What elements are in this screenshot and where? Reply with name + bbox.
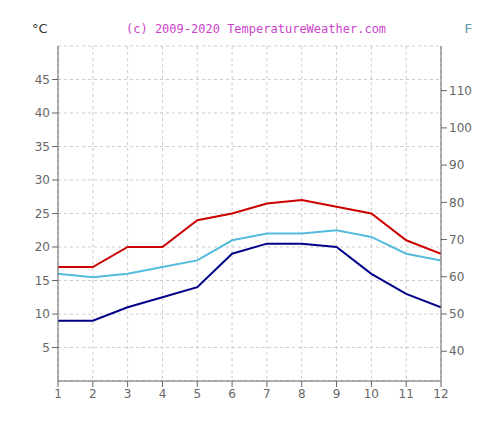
svg-text:12: 12 — [433, 387, 448, 401]
svg-text:40: 40 — [35, 106, 50, 120]
svg-text:40: 40 — [449, 344, 464, 358]
svg-text:10: 10 — [364, 387, 379, 401]
svg-text:110: 110 — [449, 84, 472, 98]
svg-text:8: 8 — [298, 387, 306, 401]
svg-text:80: 80 — [449, 196, 464, 210]
svg-text:45: 45 — [35, 73, 50, 87]
svg-text:2: 2 — [89, 387, 97, 401]
svg-text:5: 5 — [193, 387, 201, 401]
svg-text:5: 5 — [42, 341, 50, 355]
svg-text:20: 20 — [35, 240, 50, 254]
svg-text:1: 1 — [54, 387, 62, 401]
svg-text:100: 100 — [449, 121, 472, 135]
svg-text:10: 10 — [35, 307, 50, 321]
svg-text:60: 60 — [449, 270, 464, 284]
svg-text:3: 3 — [124, 387, 132, 401]
svg-text:9: 9 — [333, 387, 341, 401]
svg-text:7: 7 — [263, 387, 271, 401]
svg-text:30: 30 — [35, 173, 50, 187]
svg-text:15: 15 — [35, 274, 50, 288]
svg-text:11: 11 — [399, 387, 414, 401]
svg-text:90: 90 — [449, 158, 464, 172]
svg-text:35: 35 — [35, 140, 50, 154]
svg-text:4: 4 — [159, 387, 167, 401]
svg-text:25: 25 — [35, 207, 50, 221]
html-text:(c) 2009-2020 TemperatureWeath: (c) 2009-2020 TemperatureWeather.com — [126, 22, 387, 36]
svg-text:70: 70 — [449, 233, 464, 247]
svg-text:50: 50 — [449, 307, 464, 321]
html-text:F: F — [464, 21, 472, 36]
svg-text:6: 6 — [228, 387, 236, 401]
html-text:°C: °C — [32, 21, 48, 36]
